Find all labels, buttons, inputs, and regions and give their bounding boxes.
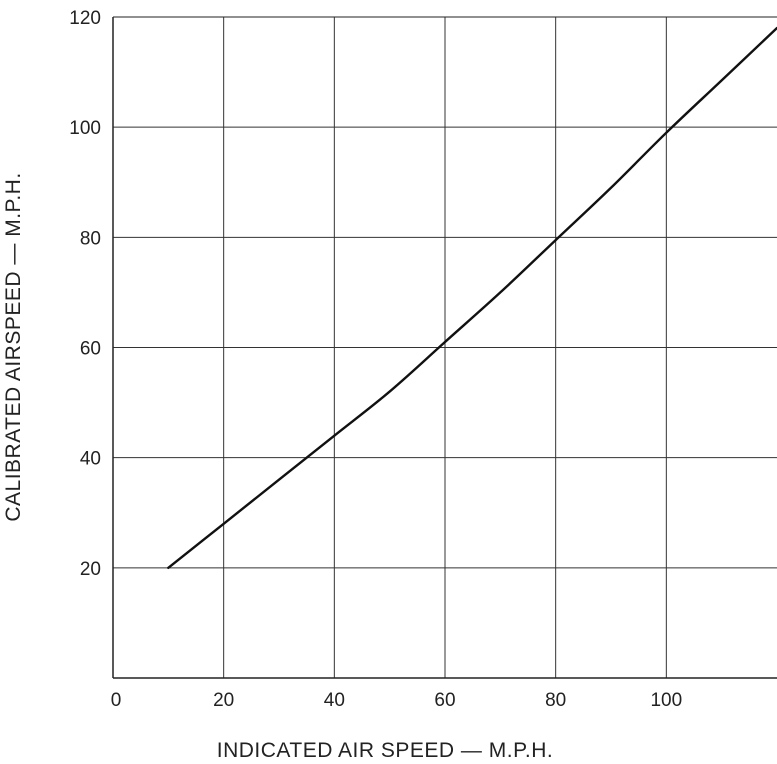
y-tick-labels: 20 40 60 80 100 120 [69,8,101,580]
calibration-curve [167,26,777,570]
x-tick-label: 80 [545,690,566,711]
y-tick-label: 80 [80,228,101,249]
x-axis-label: INDICATED AIR SPEED — M.P.H. [217,739,553,762]
y-tick-label: 60 [80,339,101,360]
y-tick-label: 100 [69,118,101,139]
x-tick-label: 40 [324,690,345,711]
x-tick-label: 60 [434,690,455,711]
y-tick-label: 120 [69,8,101,29]
series-group [167,26,777,570]
grid [113,17,777,678]
axes [112,16,777,679]
x-tick-label: 20 [213,690,234,711]
x-tick-labels: 0 20 40 60 80 100 [111,690,682,711]
x-tick-label: 100 [650,690,682,711]
x-tick-label: 0 [111,690,122,711]
y-axis-label: CALIBRATED AIRSPEED — M.P.H. [2,172,25,521]
y-tick-label: 40 [80,449,101,470]
y-tick-label: 20 [80,559,101,580]
